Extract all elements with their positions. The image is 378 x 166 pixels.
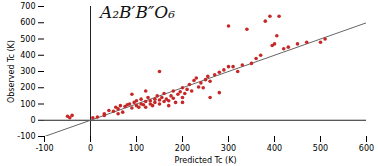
svg-text:-100: -100 bbox=[35, 144, 53, 153]
html-text:A₂B′B″O₆: A₂B′B″O₆ bbox=[100, 2, 175, 22]
svg-text:600: 600 bbox=[20, 18, 35, 27]
svg-text:700: 700 bbox=[20, 2, 35, 11]
svg-text:0: 0 bbox=[30, 116, 35, 125]
svg-text:400: 400 bbox=[267, 144, 282, 153]
svg-text:200: 200 bbox=[175, 144, 190, 153]
svg-text:-100: -100 bbox=[17, 132, 35, 141]
svg-text:500: 500 bbox=[313, 144, 328, 153]
svg-text:Predicted Tc (K): Predicted Tc (K) bbox=[174, 156, 236, 165]
svg-text:500: 500 bbox=[20, 35, 35, 44]
svg-text:200: 200 bbox=[20, 83, 35, 92]
svg-text:400: 400 bbox=[20, 51, 35, 60]
svg-text:100: 100 bbox=[20, 100, 35, 109]
svg-text:300: 300 bbox=[221, 144, 236, 153]
svg-text:Observed Tc (K): Observed Tc (K) bbox=[7, 40, 16, 103]
svg-text:600: 600 bbox=[359, 144, 374, 153]
svg-text:300: 300 bbox=[20, 67, 35, 76]
svg-text:100: 100 bbox=[129, 144, 144, 153]
svg-text:0: 0 bbox=[88, 144, 93, 153]
